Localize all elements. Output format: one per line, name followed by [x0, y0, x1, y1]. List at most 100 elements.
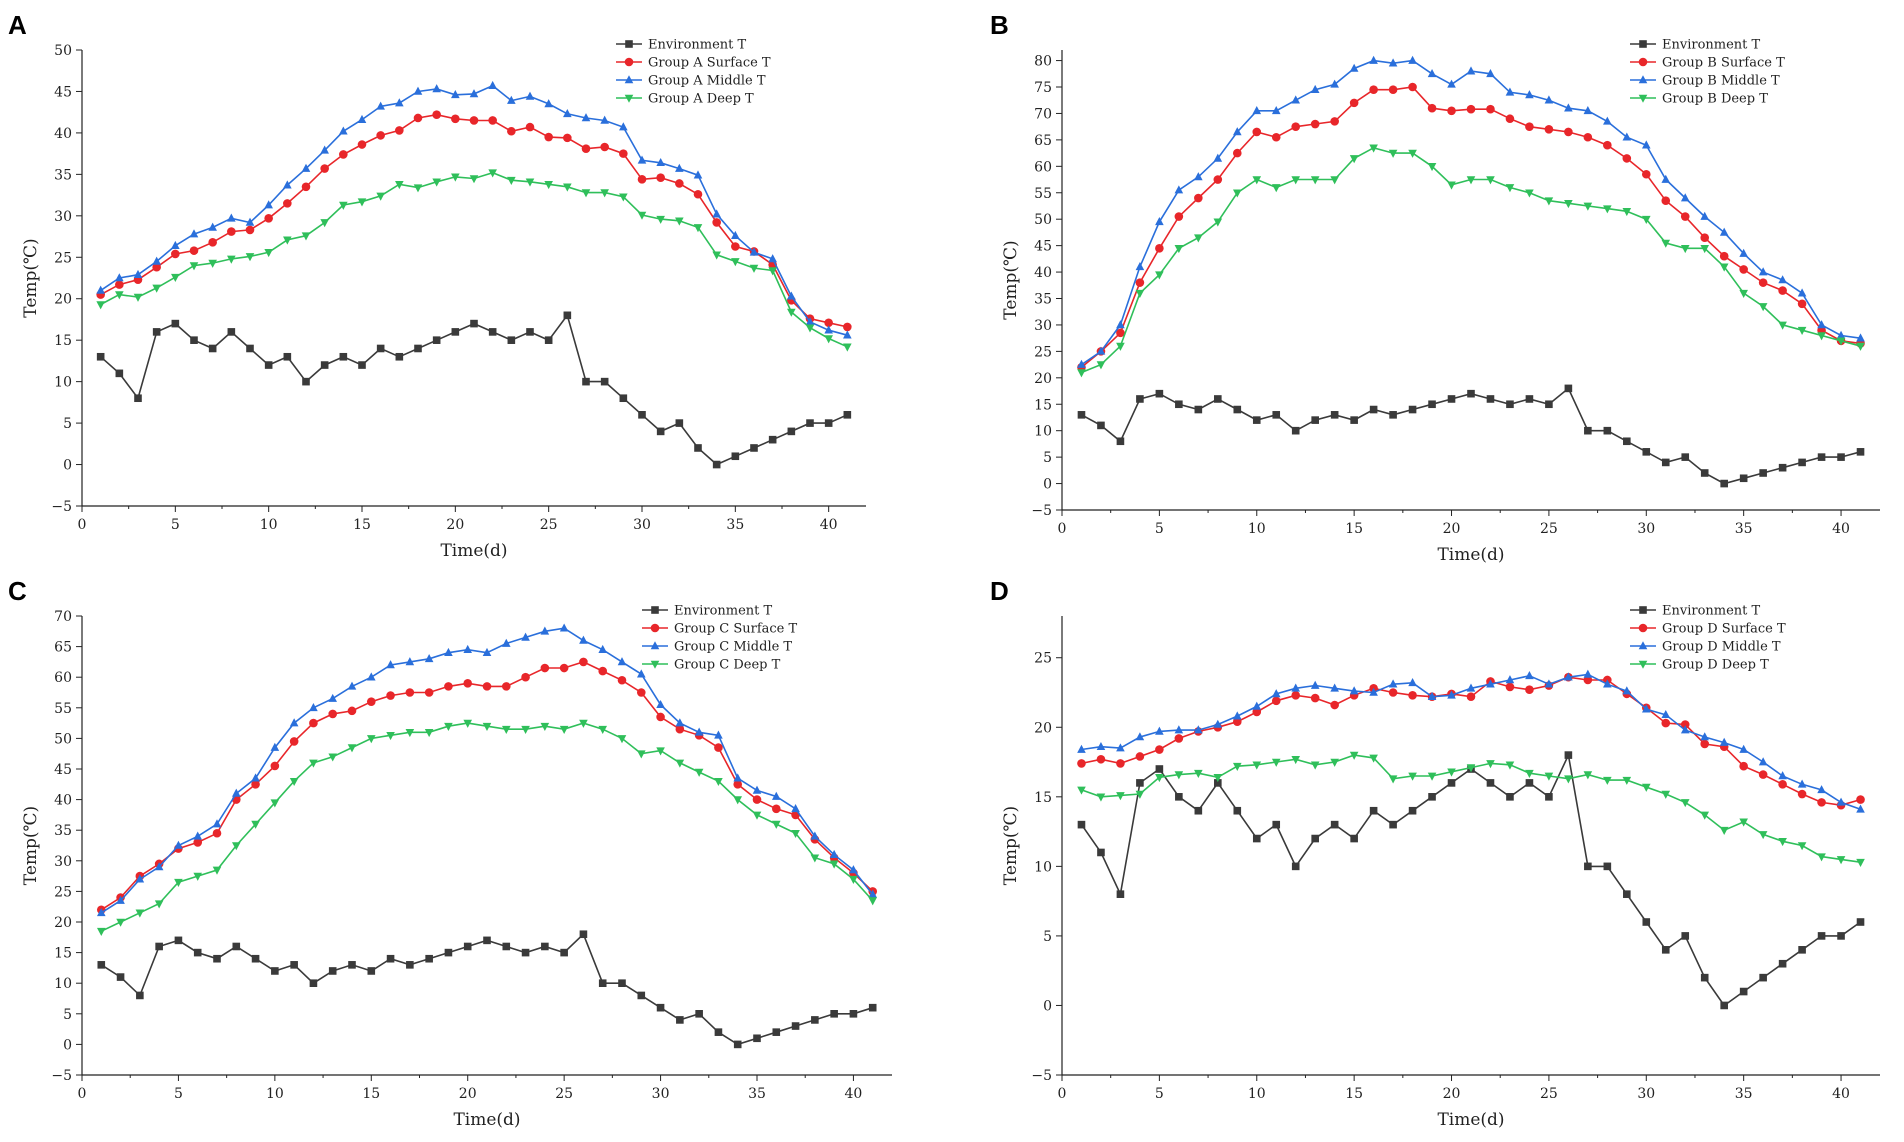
x-tick-label: 10: [260, 517, 278, 533]
y-tick-label: 45: [54, 84, 72, 100]
deep-point: [619, 193, 628, 202]
legend-deep-label: Group B Deep T: [1662, 92, 1768, 107]
middle-point: [1817, 785, 1826, 794]
environment-point: [328, 967, 337, 975]
environment-point: [1447, 779, 1456, 787]
middle-point: [693, 170, 703, 179]
y-tick-label: 20: [54, 292, 72, 308]
deep-point: [559, 725, 569, 735]
middle-point: [1486, 68, 1495, 78]
environment-point: [1155, 389, 1164, 398]
surface-point: [559, 663, 569, 673]
environment-point: [1759, 469, 1767, 477]
middle-point: [116, 895, 125, 904]
deep-point: [791, 829, 800, 839]
environment-point: [1603, 862, 1612, 871]
deep-point: [301, 232, 311, 241]
surface-point: [501, 682, 511, 691]
environment-point: [1408, 806, 1417, 815]
middle-point: [405, 657, 415, 666]
surface-point: [636, 688, 646, 697]
middle-point: [1466, 683, 1476, 692]
x-axis-title: Time(d): [1437, 1110, 1504, 1130]
environment-point: [1856, 448, 1865, 456]
deep-point: [1252, 761, 1262, 770]
environment-point: [619, 394, 628, 403]
deep-point: [1817, 332, 1826, 341]
middle-point: [1252, 106, 1262, 115]
y-tick-label: 50: [54, 731, 72, 747]
deep-point: [656, 215, 665, 224]
x-axis-title: Time(d): [440, 541, 507, 561]
middle-point: [1603, 679, 1612, 688]
y-tick-label: 0: [1043, 998, 1052, 1014]
middle-point: [444, 647, 453, 657]
surface-point: [1232, 717, 1242, 727]
environment-point: [115, 369, 124, 378]
surface-point: [115, 280, 124, 289]
legend-environment-label: Environment T: [648, 38, 747, 53]
middle-point: [357, 114, 367, 123]
middle-point: [1661, 709, 1671, 719]
middle-point: [133, 269, 143, 278]
x-tick-label: 40: [845, 1086, 863, 1102]
middle-point: [675, 163, 684, 172]
surface-point: [208, 238, 217, 247]
middle-point: [1505, 87, 1515, 96]
legend-middle-label: Group D Middle T: [1662, 640, 1781, 655]
middle-point: [1369, 55, 1378, 64]
middle-point: [1310, 84, 1320, 93]
middle-point: [1330, 683, 1339, 692]
series-surface: [96, 657, 878, 915]
y-tick-label: 40: [1034, 265, 1052, 281]
surface-point: [1778, 780, 1787, 789]
environment-point: [1700, 469, 1709, 477]
middle-point: [849, 865, 858, 874]
legend-middle-label: Group B Middle T: [1662, 74, 1780, 89]
x-tick-label: 10: [266, 1086, 284, 1102]
surface-point: [1486, 104, 1495, 114]
environment-point: [1077, 411, 1086, 419]
environment-point: [1778, 463, 1787, 472]
y-tick-label: 20: [54, 915, 72, 931]
surface-point: [270, 761, 280, 771]
panel-letter: B: [990, 10, 1009, 40]
environment-point: [1798, 946, 1806, 954]
middle-point: [1719, 227, 1729, 236]
middle-point: [1388, 58, 1398, 67]
deep-point: [868, 897, 878, 906]
environment-point: [1486, 395, 1495, 403]
surface-point: [693, 189, 703, 199]
deep-point: [1447, 181, 1456, 190]
x-tick-label: 35: [1735, 521, 1753, 537]
environment-point: [1525, 395, 1534, 403]
panel-letter: A: [8, 10, 27, 40]
series-environment: [1077, 384, 1865, 488]
surface-point: [1680, 720, 1690, 729]
environment-point: [1584, 426, 1592, 435]
x-tick-label: 20: [459, 1086, 477, 1102]
surface-point: [598, 666, 608, 676]
environment-point: [1311, 834, 1319, 843]
deep-point: [320, 219, 329, 228]
y-axis-title: Temp(℃): [21, 238, 41, 317]
deep-point: [1349, 155, 1359, 164]
deep-point: [829, 860, 839, 869]
deep-point: [1836, 856, 1846, 865]
environment-point: [488, 328, 497, 336]
middle-point: [1408, 55, 1417, 64]
environment-point: [1700, 973, 1709, 982]
surface-point: [617, 675, 627, 685]
middle-point: [1739, 248, 1748, 257]
middle-point: [637, 155, 647, 164]
surface-point: [1155, 243, 1164, 253]
environment-point: [1428, 400, 1436, 409]
surface-point: [1700, 233, 1710, 243]
legend-middle-marker: [650, 641, 660, 650]
environment-point: [1369, 806, 1378, 815]
surface-point: [507, 126, 516, 136]
middle-point: [868, 889, 878, 898]
middle-point: [791, 803, 800, 813]
y-tick-label: 15: [1034, 790, 1052, 806]
environment-point: [582, 377, 590, 386]
